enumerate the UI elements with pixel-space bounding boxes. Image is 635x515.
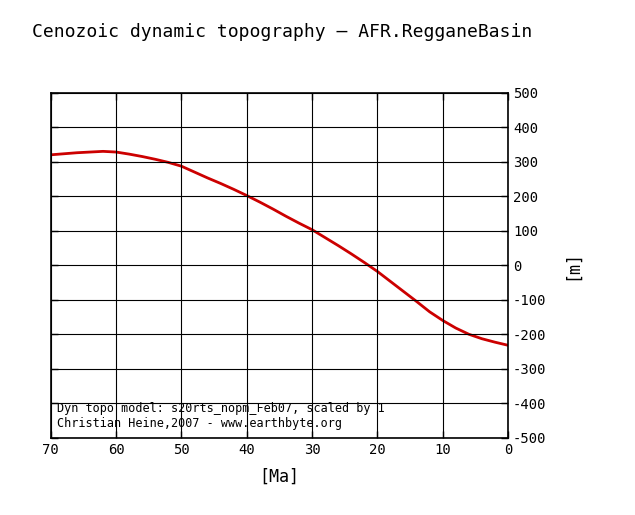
X-axis label: [Ma]: [Ma]	[260, 468, 299, 486]
Text: Christian Heine,2007 - www.earthbyte.org: Christian Heine,2007 - www.earthbyte.org	[57, 418, 342, 431]
Text: Cenozoic dynamic topography – AFR.RegganeBasin: Cenozoic dynamic topography – AFR.Reggan…	[32, 23, 532, 41]
Y-axis label: [m]: [m]	[563, 250, 581, 280]
Text: Dyn topo model: s20rts_nopm_Feb07, scaled by 1: Dyn topo model: s20rts_nopm_Feb07, scale…	[57, 402, 385, 415]
